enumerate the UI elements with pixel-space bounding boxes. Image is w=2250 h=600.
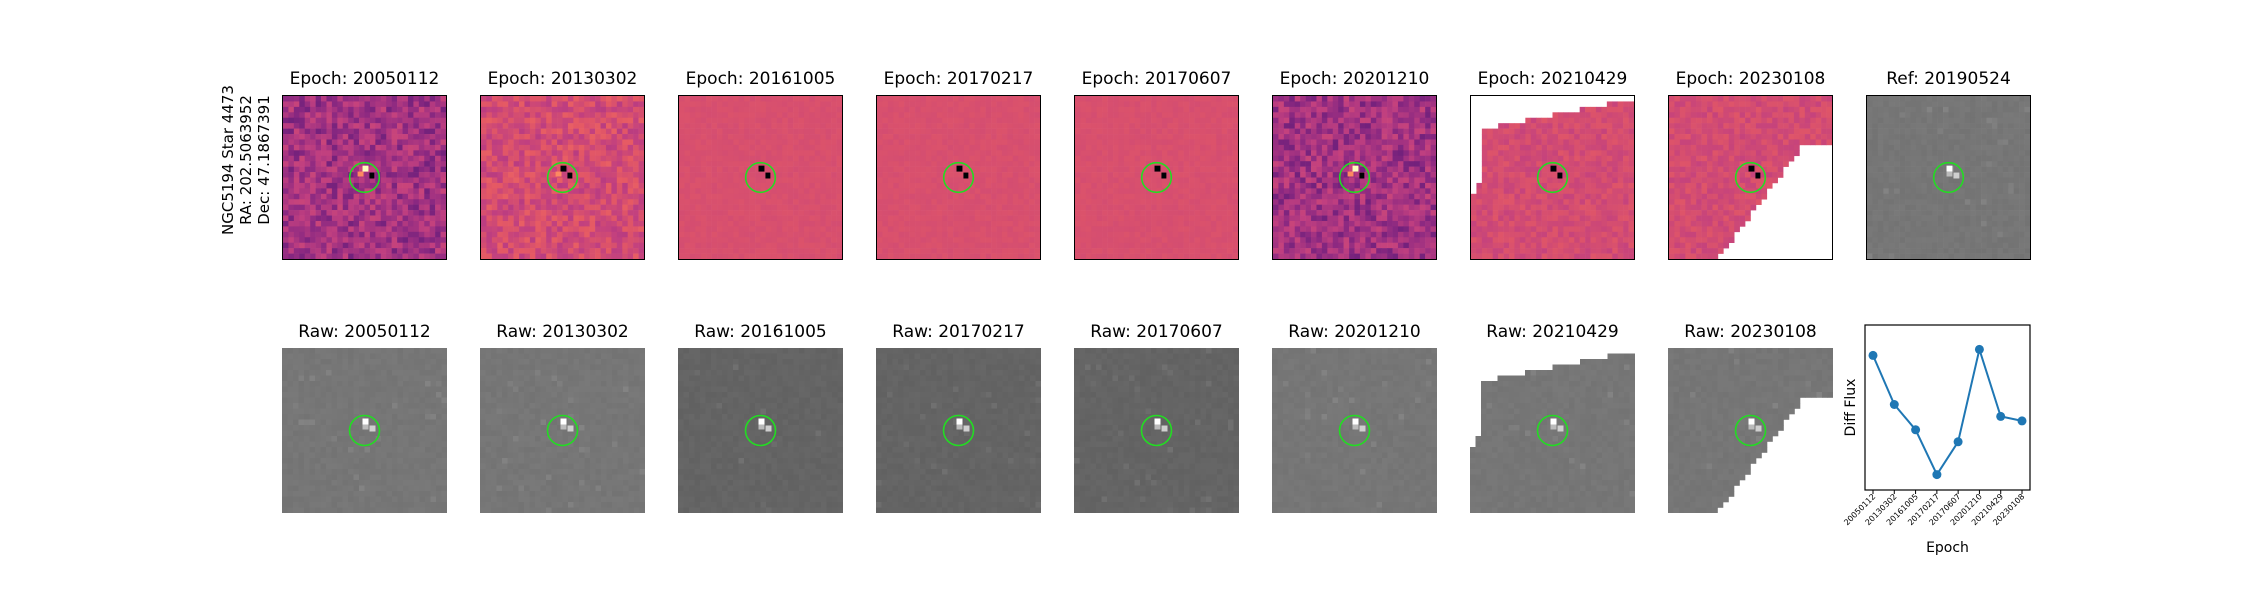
data-point [1932, 470, 1941, 479]
bottom_row-panel-title: Raw: 20170217 [876, 322, 1041, 342]
light-curve-chart: 20050112 20130302 20161005 20170217 20170607… [1865, 325, 2030, 490]
bottom_row-panel: Raw: 20161005 [678, 348, 843, 513]
top_row-panel-title: Epoch: 20130302 [480, 69, 645, 89]
data-point [1975, 345, 1984, 354]
top_row-panel: Epoch: 20130302 [480, 95, 645, 260]
top_row-panel-title: Epoch: 20230108 [1668, 69, 1833, 89]
bottom_row-panel: Raw: 20201210 [1272, 348, 1437, 513]
top_row-panel: Epoch: 20210429 [1470, 95, 1635, 260]
data-point [2018, 416, 2027, 425]
bottom_row-panel: Raw: 20210429 [1470, 348, 1635, 513]
top_row-panel-title: Epoch: 20161005 [678, 69, 843, 89]
bottom_row-panel-title: Raw: 20130302 [480, 322, 645, 342]
top_row-cutout-image [1470, 95, 1635, 260]
bottom_row-panel: Raw: 20130302 [480, 348, 645, 513]
top_row-panel-title: Epoch: 20210429 [1470, 69, 1635, 89]
bottom_row-cutout-image [1470, 348, 1635, 513]
top_row-cutout-image [876, 95, 1041, 260]
bottom_row-panel-title: Raw: 20170607 [1074, 322, 1239, 342]
top_row-panel: Epoch: 20050112 [282, 95, 447, 260]
chart-frame [1865, 325, 2030, 490]
bottom_row-cutout-image [282, 348, 447, 513]
bottom_row-cutout-image [1272, 348, 1437, 513]
top_row-panel-title: Epoch: 20170217 [876, 69, 1041, 89]
series-line [1873, 349, 2022, 474]
top_row-cutout-image [1074, 95, 1239, 260]
bottom_row-cutout-image [1074, 348, 1239, 513]
star-ra: RA: 202.5063952 [237, 60, 255, 260]
top_row-cutout-image [1866, 95, 2031, 260]
bottom_row-cutout-image [876, 348, 1041, 513]
top_row-panel: Epoch: 20170217 [876, 95, 1041, 260]
top_row-panel-title: Epoch: 20170607 [1074, 69, 1239, 89]
top_row-cutout-image [1668, 95, 1833, 260]
bottom_row-cutout-image [480, 348, 645, 513]
x-axis-label: Epoch [1926, 540, 1969, 556]
bottom_row-panel-title: Raw: 20050112 [282, 322, 447, 342]
bottom_row-cutout-image [1668, 348, 1833, 513]
bottom_row-panel: Raw: 20170217 [876, 348, 1041, 513]
star-name: NGC5194 Star 4473 [219, 60, 237, 260]
bottom_row-panel: Raw: 20170607 [1074, 348, 1239, 513]
top_row-cutout-image [1272, 95, 1437, 260]
bottom_row-cutout-image [678, 348, 843, 513]
data-point [1954, 437, 1963, 446]
data-point [1996, 412, 2005, 421]
top_row-panel: Epoch: 20230108 [1668, 95, 1833, 260]
top_row-panel: Epoch: 20161005 [678, 95, 843, 260]
bottom_row-panel-title: Raw: 20230108 [1668, 322, 1833, 342]
star-dec: Dec: 47.1867391 [255, 60, 273, 260]
bottom_row-panel: Raw: 20230108 [1668, 348, 1833, 513]
data-point [1869, 351, 1878, 360]
data-point [1911, 425, 1920, 434]
bottom_row-panel-title: Raw: 20201210 [1272, 322, 1437, 342]
bottom_row-panel: Raw: 20050112 [282, 348, 447, 513]
bottom_row-panel-title: Raw: 20210429 [1470, 322, 1635, 342]
y-axis-label: Diff Flux [1843, 379, 1859, 437]
top_row-cutout-image [282, 95, 447, 260]
top_row-panel: Epoch: 20201210 [1272, 95, 1437, 260]
top_row-panel-title: Epoch: 20050112 [282, 69, 447, 89]
top_row-cutout-image [480, 95, 645, 260]
top_row-panel: Epoch: 20170607 [1074, 95, 1239, 260]
top_row-panel-title: Epoch: 20201210 [1272, 69, 1437, 89]
top_row-panel-title: Ref: 20190524 [1866, 69, 2031, 89]
top_row-cutout-image [678, 95, 843, 260]
data-point [1890, 400, 1899, 409]
bottom_row-panel-title: Raw: 20161005 [678, 322, 843, 342]
top_row-panel: Ref: 20190524 [1866, 95, 2031, 260]
